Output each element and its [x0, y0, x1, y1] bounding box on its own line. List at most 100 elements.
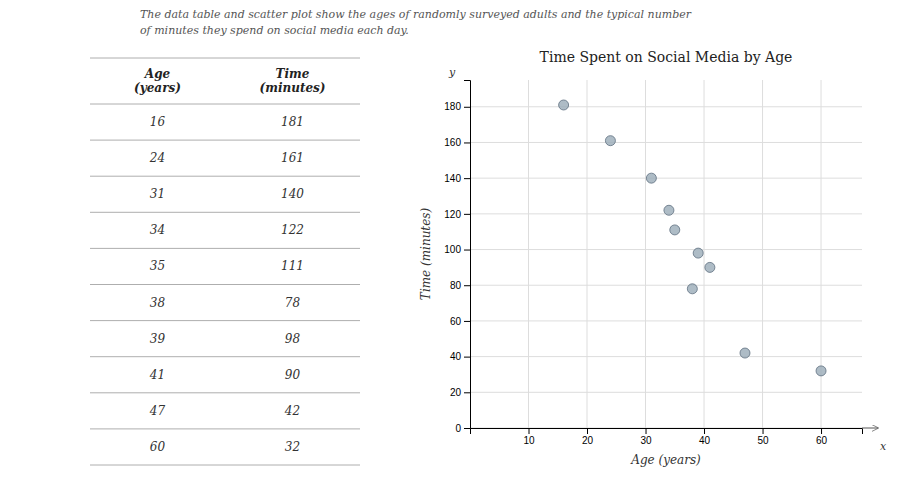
tick-mark: [529, 428, 530, 434]
x-axis-title: Age (years): [630, 453, 701, 467]
table-cell: 90: [285, 368, 301, 382]
table-cell: 47: [149, 404, 166, 418]
tick-mark: [464, 285, 470, 286]
table-border: [90, 212, 360, 213]
table-cell: 42: [284, 404, 300, 418]
tick: 10: [523, 428, 535, 446]
table: Age(years)Time(minutes)16181241613114034…: [90, 58, 360, 465]
table-border: [90, 104, 360, 105]
table-border: [90, 392, 360, 393]
table-cell: 41: [149, 368, 165, 382]
tick-mark: [464, 428, 470, 429]
grid-line: [470, 285, 862, 286]
grid-line: [528, 80, 529, 428]
tick-mark: [464, 392, 470, 393]
point: [664, 205, 674, 215]
table-border: [90, 320, 360, 321]
title: Time Spent on Social Media by Age: [540, 49, 793, 65]
y-axis: 0 20 40 60 80 100 120 140 160 180: [444, 81, 470, 434]
annotation: x: [880, 440, 887, 453]
point: [705, 262, 715, 272]
table-border: [90, 58, 360, 59]
tick-mark: [464, 250, 470, 251]
tick-mark: [821, 428, 822, 434]
tick: 40: [450, 351, 470, 362]
axis-arrow: [862, 428, 878, 429]
points: [559, 100, 826, 376]
tick-label: 160: [444, 137, 461, 148]
tick: 100: [444, 244, 470, 255]
tick: 140: [444, 173, 470, 184]
table-cell: 35: [150, 259, 165, 273]
tick-mark: [464, 178, 470, 179]
grid-line: [470, 106, 862, 107]
table-border: [90, 284, 360, 285]
tick-label: 0: [455, 423, 461, 434]
grid-line: [704, 80, 705, 428]
x-axis-line: [471, 429, 863, 435]
table-cell: 161: [281, 151, 304, 165]
table-border: [90, 428, 360, 429]
table-cell: 32: [285, 440, 300, 454]
tick-label: 50: [757, 435, 769, 446]
point: [646, 173, 656, 183]
grid-line: [645, 80, 646, 428]
table-cell: 24: [149, 151, 165, 165]
subtitle: The data table and scatter plot show the…: [140, 8, 692, 21]
tick-label: 180: [444, 101, 461, 112]
y-axis-line: [464, 81, 471, 429]
tick: 50: [757, 428, 769, 446]
grid-line: [587, 80, 588, 428]
tick: 60: [816, 428, 828, 446]
table-cell: 16: [150, 115, 166, 129]
subtitle: of minutes they spend on social media ea…: [140, 24, 409, 37]
tick-mark: [587, 428, 588, 434]
tick-label: 20: [450, 387, 462, 398]
point: [559, 100, 569, 110]
tick-label: 20: [582, 435, 594, 446]
grid-line: [470, 320, 862, 321]
grid-line: [470, 142, 862, 143]
grid-line: [470, 249, 862, 250]
tick-mark: [464, 214, 470, 215]
table-cell: 60: [150, 440, 166, 454]
table-cell: 78: [285, 296, 301, 310]
table-border: [90, 248, 360, 249]
table-header: Time(minutes): [260, 67, 326, 95]
table-cell: 181: [281, 115, 304, 129]
tick: 40: [699, 428, 711, 446]
point: [693, 248, 703, 258]
annotation: y: [448, 66, 456, 79]
point: [740, 348, 750, 358]
tick-mark: [704, 428, 705, 434]
y-axis-title: Time (minutes): [419, 208, 433, 301]
tick-mark: [646, 428, 647, 434]
tick-label: 60: [450, 316, 462, 327]
table-border: [90, 176, 360, 177]
tick: 20: [582, 428, 594, 446]
tick: 60: [450, 316, 470, 327]
grid-line: [470, 178, 862, 179]
tick: 80: [450, 280, 470, 291]
table-cell: 38: [150, 296, 166, 310]
tick-mark: [464, 357, 470, 358]
table-border: [90, 140, 360, 141]
tick-label: 40: [699, 435, 711, 446]
grid-line: [470, 356, 862, 357]
table-cell: 122: [281, 223, 304, 237]
point: [816, 366, 826, 376]
table-cell: 111: [281, 259, 304, 273]
tick: 120: [444, 209, 470, 220]
tick-label: 140: [444, 173, 461, 184]
table-cell: 34: [150, 223, 165, 237]
tick: 30: [640, 428, 652, 446]
tick: 0: [455, 423, 470, 434]
table-cell: 140: [281, 187, 304, 201]
tick: 20: [450, 387, 470, 398]
x-axis: 10 20 30 40 50 60: [471, 428, 863, 446]
tick-label: 10: [523, 435, 535, 446]
tick-label: 30: [640, 435, 652, 446]
chart: The data table and scatter plot show the…: [0, 0, 908, 495]
grid-line: [762, 80, 763, 428]
tick: 180: [444, 101, 470, 112]
